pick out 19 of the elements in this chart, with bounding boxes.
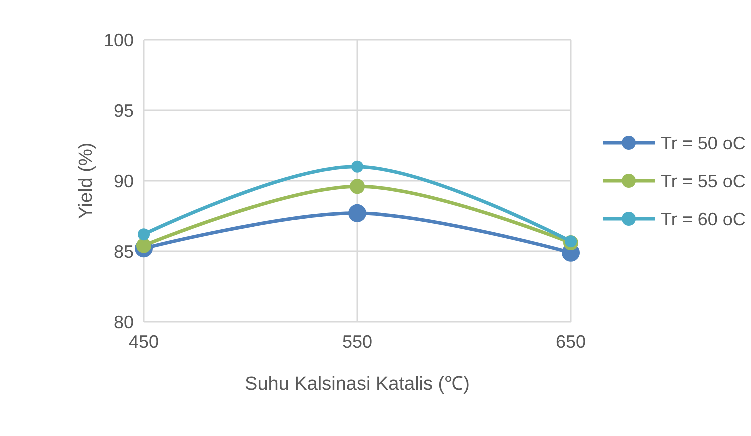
point — [348, 204, 366, 222]
y-tick-label: 85 — [114, 242, 134, 262]
y-axis-title: Yield (%) — [76, 142, 97, 220]
point — [136, 238, 152, 254]
point — [352, 160, 364, 173]
y-tick-label: 95 — [114, 100, 134, 121]
y-tick-label: 80 — [114, 312, 134, 332]
x-axis-title: Suhu Kalsinasi Katalis (℃) — [245, 374, 470, 395]
y-tick-label: 100 — [104, 30, 134, 50]
x-tick-label: 650 — [556, 332, 586, 352]
legend-label: Tr = 60 oC — [661, 209, 746, 230]
x-tick-label: 450 — [128, 332, 160, 352]
point — [138, 228, 150, 241]
point — [350, 179, 365, 194]
y-tick-label: 90 — [114, 171, 134, 192]
legend-label: Tr = 50 oC — [661, 133, 746, 154]
x-tick-label: 550 — [342, 332, 373, 352]
point — [565, 236, 577, 248]
legend-label: Tr = 55 oC — [661, 171, 746, 192]
